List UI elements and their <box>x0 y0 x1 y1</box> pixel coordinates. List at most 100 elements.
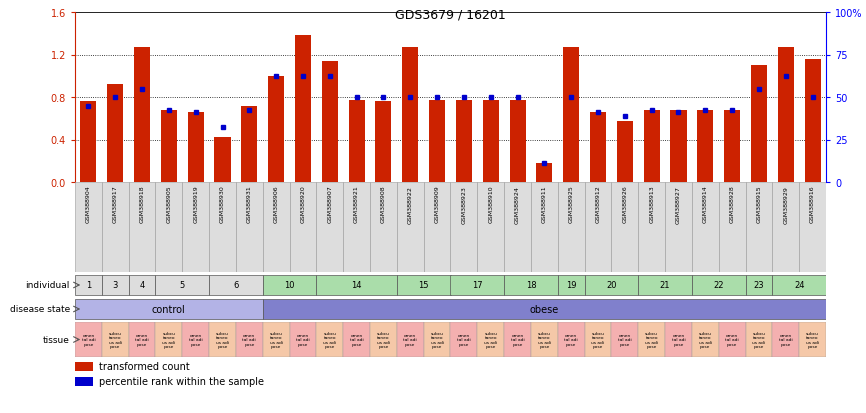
Text: subcu
taneo
us adi
pose: subcu taneo us adi pose <box>484 331 497 349</box>
Bar <box>423 322 450 357</box>
Bar <box>375 102 391 183</box>
Text: GSM388918: GSM388918 <box>139 185 145 223</box>
Text: subcu
taneo
us adi
pose: subcu taneo us adi pose <box>430 331 443 349</box>
Text: GSM388911: GSM388911 <box>542 185 546 223</box>
Bar <box>638 275 692 295</box>
Text: GSM388929: GSM388929 <box>783 185 788 223</box>
Bar <box>343 183 370 272</box>
Bar <box>746 275 772 295</box>
Text: subcu
taneo
us adi
pose: subcu taneo us adi pose <box>323 331 336 349</box>
Text: 20: 20 <box>606 281 617 290</box>
Bar <box>262 275 316 295</box>
Text: disease state: disease state <box>10 305 70 314</box>
Bar <box>182 183 209 272</box>
Bar <box>322 62 338 183</box>
Bar <box>188 113 204 183</box>
Bar <box>209 275 262 295</box>
Bar <box>134 48 150 183</box>
Text: GDS3679 / 16201: GDS3679 / 16201 <box>395 8 506 21</box>
Text: subcu
taneo
us adi
pose: subcu taneo us adi pose <box>591 331 604 349</box>
Bar <box>129 322 156 357</box>
Text: omen
tal adi
pose: omen tal adi pose <box>457 333 471 346</box>
Text: GSM388916: GSM388916 <box>810 185 815 223</box>
Bar <box>558 275 585 295</box>
Bar <box>799 183 826 272</box>
Bar <box>638 322 665 357</box>
Bar <box>772 183 799 272</box>
Text: 15: 15 <box>418 281 429 290</box>
Bar <box>450 322 477 357</box>
Bar <box>397 275 450 295</box>
Bar <box>585 322 611 357</box>
Bar <box>617 122 633 183</box>
Bar <box>504 322 531 357</box>
Bar <box>289 322 316 357</box>
Text: omen
tal adi
pose: omen tal adi pose <box>779 333 792 346</box>
Bar <box>665 183 692 272</box>
Bar <box>397 322 423 357</box>
Bar <box>805 59 821 183</box>
Bar <box>102 322 129 357</box>
Text: 6: 6 <box>233 281 239 290</box>
Text: omen
tal adi
pose: omen tal adi pose <box>81 333 95 346</box>
Text: GSM388917: GSM388917 <box>113 185 118 223</box>
Bar <box>75 377 94 386</box>
Text: 19: 19 <box>566 281 577 290</box>
Bar <box>102 183 129 272</box>
Text: 23: 23 <box>753 281 765 290</box>
Text: tissue: tissue <box>43 335 70 344</box>
Text: 21: 21 <box>660 281 670 290</box>
Text: GSM388920: GSM388920 <box>301 185 306 223</box>
Bar <box>692 275 746 295</box>
Bar <box>590 113 606 183</box>
Text: omen
tal adi
pose: omen tal adi pose <box>296 333 310 346</box>
Bar <box>697 111 714 183</box>
Text: GSM388930: GSM388930 <box>220 185 225 223</box>
Bar <box>531 322 558 357</box>
Bar <box>370 183 397 272</box>
Bar <box>563 48 579 183</box>
Bar <box>719 183 746 272</box>
Bar <box>585 275 638 295</box>
Bar <box>262 322 289 357</box>
Bar <box>423 183 450 272</box>
Bar <box>751 66 767 183</box>
Text: subcu
taneo
us adi
pose: subcu taneo us adi pose <box>753 331 766 349</box>
Bar <box>209 183 236 272</box>
Text: subcu
taneo
us adi
pose: subcu taneo us adi pose <box>377 331 390 349</box>
Bar <box>289 183 316 272</box>
Bar <box>75 275 102 295</box>
Bar <box>456 101 472 183</box>
Bar <box>316 275 397 295</box>
Bar <box>477 183 504 272</box>
Bar <box>316 183 343 272</box>
Text: omen
tal adi
pose: omen tal adi pose <box>189 333 203 346</box>
Text: GSM388925: GSM388925 <box>569 185 573 223</box>
Text: subcu
taneo
us adi
pose: subcu taneo us adi pose <box>645 331 658 349</box>
Bar <box>772 322 799 357</box>
Bar <box>236 322 262 357</box>
Bar <box>75 362 94 371</box>
Bar <box>746 183 772 272</box>
Text: GSM388906: GSM388906 <box>274 185 279 223</box>
Bar <box>429 101 445 183</box>
Text: GSM388904: GSM388904 <box>86 185 91 223</box>
Text: 10: 10 <box>284 281 294 290</box>
Bar <box>692 322 719 357</box>
Text: GSM388919: GSM388919 <box>193 185 198 223</box>
Text: GSM388927: GSM388927 <box>676 185 681 223</box>
Text: 5: 5 <box>179 281 185 290</box>
Text: subcu
taneo
us adi
pose: subcu taneo us adi pose <box>806 331 819 349</box>
Bar <box>262 183 289 272</box>
Bar <box>129 275 156 295</box>
Text: GSM388924: GSM388924 <box>515 185 520 223</box>
Bar <box>665 322 692 357</box>
Bar <box>268 76 284 183</box>
Text: GSM388931: GSM388931 <box>247 185 252 223</box>
Text: GSM388926: GSM388926 <box>623 185 627 223</box>
Text: 3: 3 <box>113 281 118 290</box>
Bar <box>316 322 343 357</box>
Text: omen
tal adi
pose: omen tal adi pose <box>404 333 417 346</box>
Bar <box>772 275 826 295</box>
Bar <box>397 183 423 272</box>
